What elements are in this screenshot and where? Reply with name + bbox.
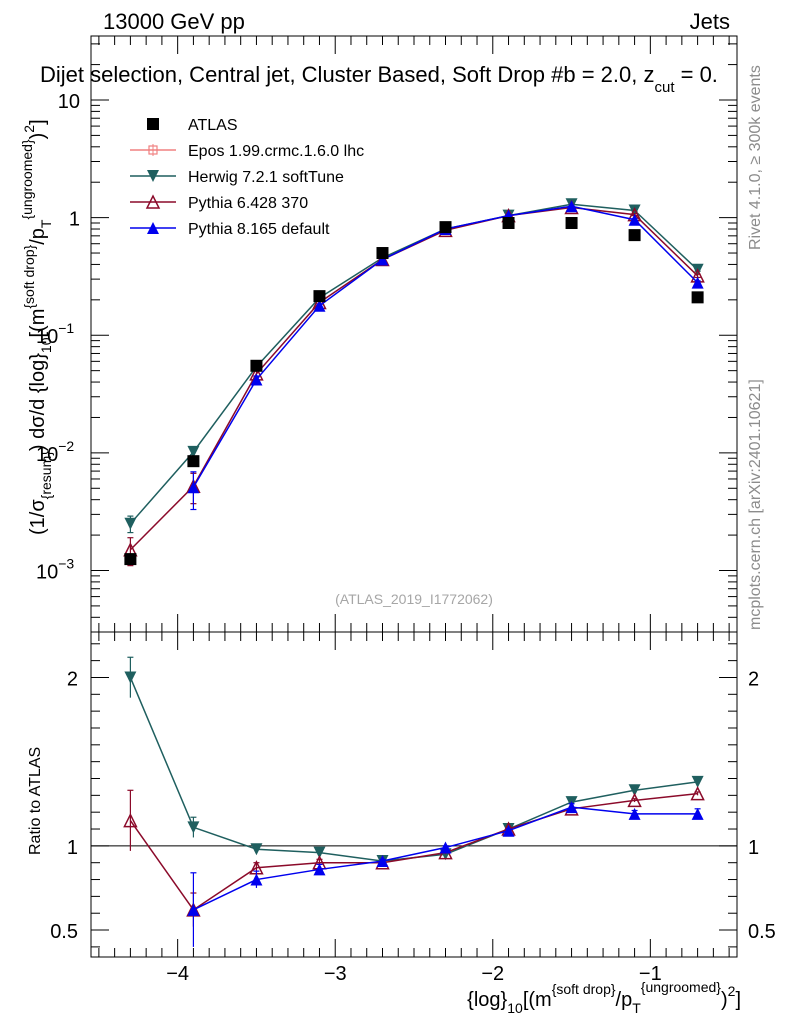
- x-tick-label: −3: [324, 963, 347, 985]
- mcplots-label: mcplots.cern.ch [arXiv:2401.10621]: [747, 379, 764, 630]
- ratio-point-pythia6: [123, 812, 138, 828]
- legend-marker-pythia8: [147, 222, 159, 234]
- analysis-watermark: (ATLAS_2019_I1772062): [335, 591, 493, 607]
- main-axis-ticks: 10−3 10−2 10−1 1 10: [36, 36, 737, 957]
- ratio-y-tick-label-right: 1: [748, 837, 759, 859]
- ratio-point-herwig: [628, 784, 641, 797]
- main-y-axis-label: (1/σ{resum}) dσ/d {log}10[(m{soft drop}/…: [19, 119, 54, 535]
- data-point-atlas: [628, 229, 641, 242]
- y-tick-label: 10: [58, 91, 80, 113]
- legend-label-epos: Epos 1.99.crmc.1.6.0 lhc: [188, 143, 364, 160]
- series-line-pythia8: [192, 205, 699, 488]
- ratio-point-pythia8: [691, 807, 704, 820]
- ratio-point-herwig: [313, 846, 326, 859]
- data-point-atlas: [691, 291, 704, 304]
- legend-label-atlas: ATLAS: [188, 117, 238, 134]
- ratio-point-pythia8: [565, 801, 578, 814]
- ratio-point-pythia8: [250, 873, 263, 886]
- y-tick-label: 10−2: [36, 438, 74, 466]
- ratio-point-pythia8: [439, 841, 452, 854]
- ratio-point-herwig: [691, 775, 704, 788]
- data-point-pythia8: [565, 200, 578, 213]
- ratio-point-pythia6: [690, 785, 705, 801]
- data-point-herwig: [628, 204, 641, 217]
- category-label: Jets: [690, 9, 730, 34]
- ratio-plot-frame: [90, 631, 738, 958]
- ratio-point-herwig: [124, 671, 137, 684]
- y-tick-label: 10−3: [36, 555, 74, 583]
- data-point-atlas: [313, 290, 326, 303]
- series-pythia8: [187, 200, 704, 511]
- ratio-y-tick-label: 2: [67, 668, 78, 690]
- x-tick-label: −2: [481, 963, 504, 985]
- main-series-group: [123, 198, 705, 567]
- plot-title-main: Dijet selection, Central jet, Cluster Ba…: [40, 62, 564, 87]
- x-tick-label: −4: [166, 963, 189, 985]
- data-point-pythia8: [628, 213, 641, 226]
- ratio-y-tick-label-right: 0.5: [748, 921, 776, 943]
- ratio-point-pythia8: [376, 855, 389, 868]
- ratio-point-pythia8: [502, 824, 515, 837]
- x-tick-label: −1: [639, 963, 662, 985]
- data-point-pythia8: [376, 253, 389, 266]
- ratio-point-pythia8: [313, 863, 326, 876]
- ratio-point-herwig: [187, 821, 200, 834]
- data-point-atlas: [502, 217, 515, 230]
- legend-label-pythia6: Pythia 6.428 370: [188, 195, 308, 212]
- rivet-label: Rivet 4.1.0, ≥ 300k events: [747, 65, 764, 250]
- y-tick-label: 10−1: [36, 320, 74, 348]
- ratio-y-tick-label-right: 2: [748, 668, 759, 690]
- ratio-point-herwig: [250, 843, 263, 856]
- ratio-series-group: [123, 656, 705, 947]
- series-pythia6: [123, 199, 705, 567]
- plot-title: Dijet selection, Central jet, Cluster Ba…: [40, 62, 718, 96]
- data-point-atlas: [250, 359, 263, 372]
- series-atlas: [124, 217, 704, 566]
- legend-label-herwig: Herwig 7.2.1 softTune: [188, 169, 344, 186]
- plot-title-end: = 0.: [675, 62, 718, 87]
- ratio-series-pythia8: [187, 801, 704, 947]
- ratio-point-pythia6: [627, 792, 642, 808]
- ratio-y-tick-label: 0.5: [50, 921, 78, 943]
- legend-label-pythia8: Pythia 8.165 default: [188, 221, 330, 238]
- legend-marker-epos: [148, 144, 158, 156]
- data-point-herwig: [187, 445, 200, 458]
- data-point-pythia8: [250, 373, 263, 386]
- ratio-series-herwig: [124, 656, 704, 868]
- data-point-pythia8: [691, 276, 704, 289]
- legend-marker-herwig: [147, 170, 159, 182]
- legend-marker-pythia6: [145, 194, 161, 209]
- legend-marker-atlas: [147, 118, 159, 130]
- data-point-pythia8: [313, 299, 326, 312]
- data-point-atlas: [565, 217, 578, 230]
- plot-title-cut: cut: [654, 79, 675, 96]
- ratio-y-axis-label: Ratio to ATLAS: [27, 747, 44, 855]
- ratio-line-herwig: [129, 677, 698, 862]
- ratio-point-pythia8: [628, 807, 641, 820]
- ratio-series-pythia6: [123, 785, 705, 927]
- data-point-atlas: [439, 221, 452, 234]
- data-point-atlas: [376, 247, 389, 260]
- y-tick-label: 1: [69, 209, 80, 231]
- ratio-y-tick-label: 1: [67, 837, 78, 859]
- ratio-point-pythia8: [187, 903, 200, 916]
- legend: ATLAS Epos 1.99.crmc.1.6.0 lhc Herwig 7.2.…: [130, 117, 364, 238]
- ratio-line-pythia6: [129, 792, 698, 911]
- data-point-pythia8: [187, 481, 200, 494]
- series-line-herwig: [129, 203, 699, 525]
- data-point-herwig: [124, 517, 137, 530]
- ratio-axis-ticks: 0.5 0.5 1 1 2 2 −4 −3 −2 −1: [50, 643, 776, 985]
- series-line-pythia6: [129, 206, 699, 551]
- plot-title-beta: b = 2.0, z: [563, 62, 654, 87]
- data-point-atlas: [124, 553, 137, 566]
- data-point-atlas: [187, 455, 200, 468]
- x-axis-label: {log}10[(m{soft drop}/pT{ungroomed})2]: [467, 979, 741, 1016]
- energy-label: 13000 GeV pp: [103, 9, 245, 34]
- series-herwig: [124, 198, 704, 534]
